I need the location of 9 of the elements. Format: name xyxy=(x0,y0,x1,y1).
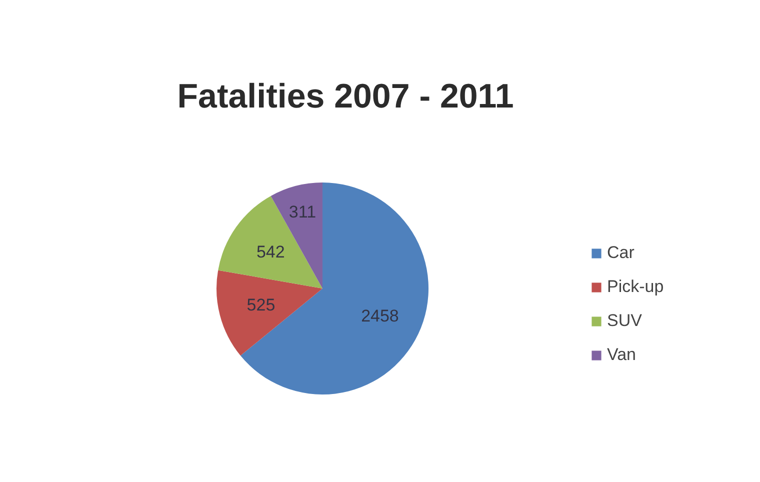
data-label: 525 xyxy=(246,296,276,315)
legend-label: Car xyxy=(607,243,634,263)
data-label: 542 xyxy=(256,242,285,262)
chart-title: Fatalities 2007 - 2011 xyxy=(177,78,514,116)
legend-label: Pick-up xyxy=(607,277,664,297)
legend-label: Van xyxy=(607,345,636,365)
data-label: 311 xyxy=(288,202,316,222)
data-label: 2458 xyxy=(361,306,399,326)
legend-label: SUV xyxy=(607,311,642,331)
